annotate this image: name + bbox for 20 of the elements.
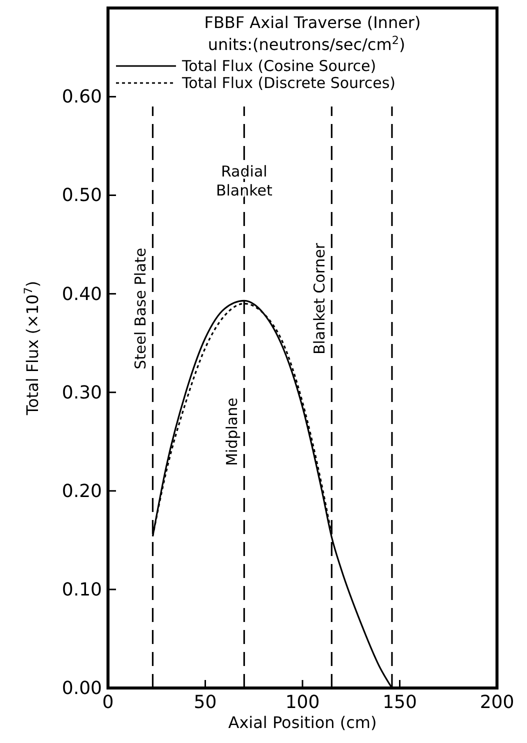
x-tick-label: 200: [480, 692, 514, 713]
text: units:(neutrons/sec/cm$^{2}$): [208, 34, 406, 54]
ref-line-label: Blanket Corner: [310, 242, 329, 355]
y-tick-label: 0.60: [62, 86, 102, 108]
y-tick-label: 0.10: [62, 579, 102, 600]
x-axis-title: Axial Position (cm): [228, 713, 377, 732]
legend-label: Total Flux (Cosine Source): [181, 57, 376, 75]
ref-line-label: Steel Base Plate: [132, 248, 150, 370]
x-tick-label: 0: [102, 692, 114, 713]
y-tick-label: 0.20: [62, 480, 102, 502]
x-tick-label: 100: [285, 692, 320, 713]
y-tick-label: 0.30: [62, 382, 102, 404]
y-tick-label: 0.50: [62, 185, 102, 206]
x-tick-label: 50: [194, 692, 217, 713]
x-tick-label: 150: [382, 692, 417, 713]
y-tick-label: 0.40: [62, 284, 102, 305]
chart-title: FBBF Axial Traverse (Inner): [204, 13, 421, 32]
legend-label: Total Flux (Discrete Sources): [181, 74, 396, 92]
ref-line-label: Midplane: [223, 398, 242, 466]
y-tick-label: 0.00: [62, 678, 102, 699]
